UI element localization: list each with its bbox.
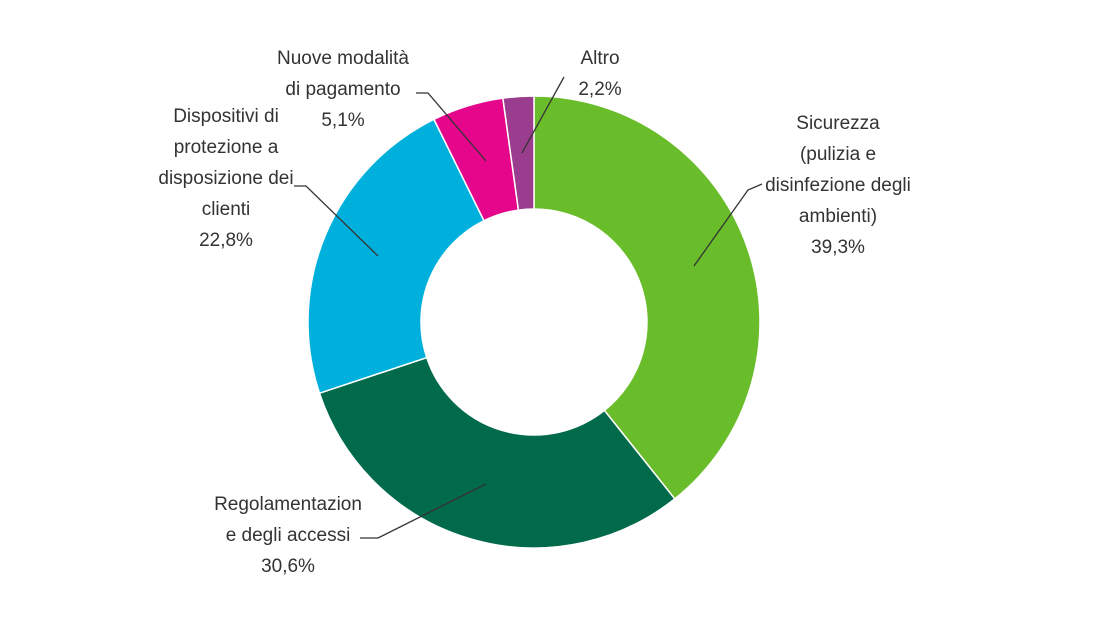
category-label-line: disposizione dei bbox=[158, 168, 293, 189]
leader-line-altro bbox=[521, 76, 565, 154]
slices-group bbox=[307, 95, 761, 549]
category-label-line: (pulizia e bbox=[800, 144, 876, 165]
labels-group: Sicurezza (pulizia e disinfezione degli amb… bbox=[158, 48, 910, 577]
leader-line-regolamentazione-accessi bbox=[360, 483, 487, 539]
category-label-line: disinfezione degli bbox=[765, 175, 911, 196]
slice-sicurezza bbox=[533, 95, 761, 500]
category-label-line: Regolamentazion bbox=[214, 494, 362, 515]
category-label-line: protezione a bbox=[174, 137, 279, 158]
category-label-line: Altro bbox=[580, 48, 619, 69]
category-label-line: clienti bbox=[202, 199, 251, 220]
label-altro: Altro 2,2% bbox=[578, 48, 621, 100]
value-label-nuove-modalita-pagamento: 5,1% bbox=[321, 110, 364, 131]
leader-line-sicurezza bbox=[693, 183, 763, 267]
leader-line-nuove-modalita-pagamento bbox=[416, 92, 487, 162]
label-sicurezza: Sicurezza (pulizia e disinfezione degli amb… bbox=[765, 113, 911, 258]
category-label-line: e degli accessi bbox=[226, 525, 351, 546]
leader-lines-group bbox=[294, 76, 763, 539]
category-label-line: di pagamento bbox=[285, 79, 400, 100]
leader-line-dispositivi-protezione bbox=[294, 185, 379, 257]
value-label-sicurezza: 39,3% bbox=[811, 237, 865, 258]
slice-dispositivi-protezione bbox=[307, 118, 485, 395]
label-dispositivi-protezione: Dispositivi di protezione a disposizione d… bbox=[158, 106, 293, 251]
label-regolamentazione-accessi: Regolamentazion e degli accessi 30,6% bbox=[214, 494, 362, 577]
value-label-regolamentazione-accessi: 30,6% bbox=[261, 556, 315, 577]
category-label-line: Nuove modalità bbox=[277, 48, 409, 69]
slice-altro bbox=[502, 95, 535, 211]
category-label-line: ambienti) bbox=[799, 206, 877, 227]
category-label-line: Dispositivi di bbox=[173, 106, 279, 127]
label-nuove-modalita-pagamento: Nuove modalità di pagamento 5,1% bbox=[277, 48, 409, 131]
slice-regolamentazione-accessi bbox=[318, 356, 676, 549]
value-label-dispositivi-protezione: 22,8% bbox=[199, 230, 253, 251]
category-label-line: Sicurezza bbox=[796, 113, 880, 134]
value-label-altro: 2,2% bbox=[578, 79, 621, 100]
